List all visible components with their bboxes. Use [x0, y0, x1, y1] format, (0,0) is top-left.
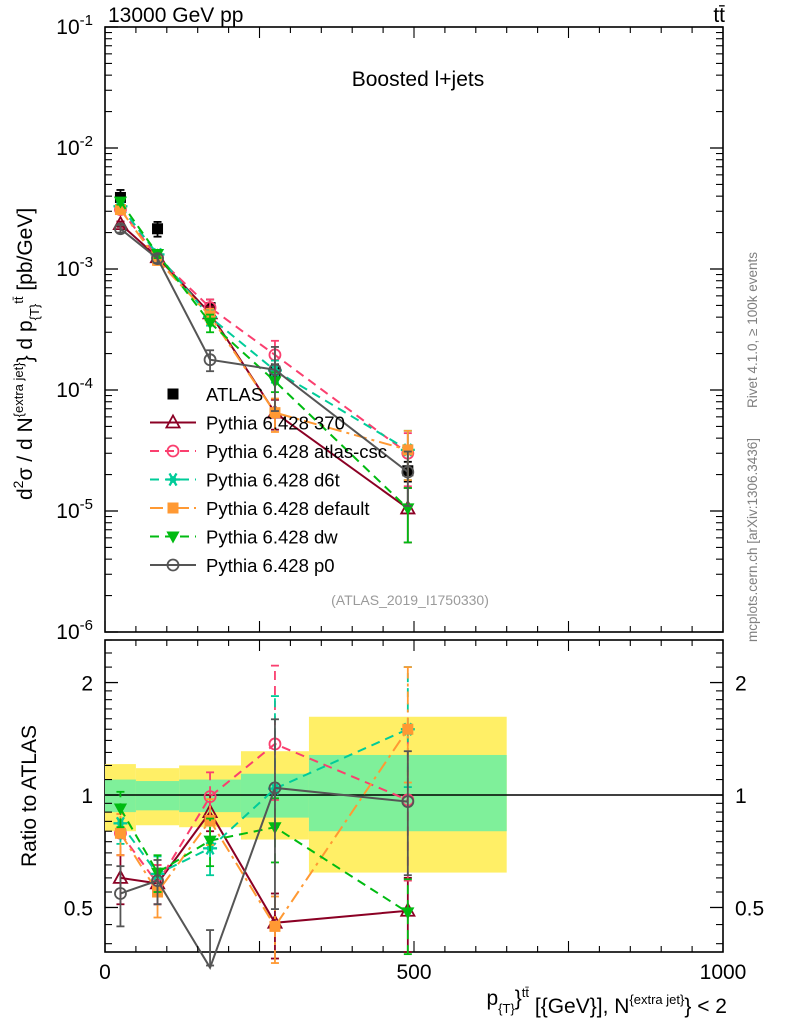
- main-title-group: Boosted l+jets (ATLAS_2019_I1750330): [331, 68, 489, 608]
- legend-label: Pythia 6.428 p0: [206, 555, 335, 576]
- legend-label: Pythia 6.428 370: [206, 413, 345, 434]
- y-tick-label: 10-5: [56, 496, 93, 523]
- main-y-axis-title: d2σ / d N{extra jet}} d p{T}tt̄ [pb/GeV]: [10, 208, 42, 500]
- legend-entry-pythia-6-428-dw[interactable]: Pythia 6.428 dw: [150, 527, 338, 548]
- marker-square: [114, 204, 126, 216]
- mcplots-credit-label: mcplots.cern.ch [arXiv:1306.3436]: [745, 438, 760, 642]
- marker-square: [402, 444, 414, 456]
- marker-triangle-down: [401, 907, 415, 920]
- y-axis-title-text: d2σ / d N{extra jet}} d p{T}tt̄ [pb/GeV]: [10, 208, 42, 500]
- side-annotations: Rivet 4.1.0, ≥ 100k events mcplots.cern.c…: [745, 252, 760, 642]
- beam-energy-label: 13000 GeV pp: [108, 4, 243, 27]
- ratio-y-tick-label-right: 0.5: [735, 897, 764, 920]
- main-panel-frame: [104, 26, 724, 633]
- main-y-axis: 10-1 10-2 10-3 10-4 10-5 10-6: [56, 12, 723, 644]
- marker-circle: [151, 252, 164, 265]
- series-pythia-6-428-dw: [113, 196, 415, 544]
- marker-circle: [203, 790, 217, 804]
- x-axis-title: p{T}}tt̄ [{GeV}], N{extra jet}} < 2: [486, 985, 727, 1018]
- ratio-y-tick-label-right: 1: [735, 785, 747, 808]
- legend-entry-pythia-6-428-default[interactable]: Pythia 6.428 default: [150, 498, 370, 519]
- marker-circle: [268, 781, 282, 795]
- ratio-y-axis: 2 2 1 1 0.5 0.5 Ratio to ATLAS: [18, 639, 764, 945]
- rivet-version-label: Rivet 4.1.0, ≥ 100k events: [745, 252, 760, 408]
- ratio-y-tick-label: 2: [81, 673, 93, 696]
- x-tick-label: 500: [396, 961, 431, 984]
- header-row: 13000 GeV pp tt̄: [108, 4, 725, 27]
- marker-square: [269, 407, 281, 419]
- ratio-y-tick-label-right: 2: [735, 673, 747, 696]
- legend-entry-atlas[interactable]: ATLAS: [167, 384, 264, 405]
- marker-circle: [151, 874, 164, 888]
- ratio-y-tick-label: 0.5: [64, 897, 93, 920]
- legend-label: Pythia 6.428 default: [206, 498, 370, 519]
- series-line: [119, 201, 409, 510]
- marker-circle: [401, 465, 415, 479]
- series-pythia-6-428-default: [114, 204, 414, 482]
- marker-circle: [114, 222, 127, 236]
- marker-square: [167, 502, 179, 514]
- legend-entry-pythia-6-428-d6t[interactable]: Pythia 6.428 d6t: [150, 470, 340, 491]
- main-x-ticks: [104, 27, 724, 632]
- x-tick-label: 1000: [700, 961, 747, 984]
- marker-circle: [114, 887, 127, 900]
- ratio-y-tick-label: 1: [81, 785, 93, 808]
- process-label: tt̄: [713, 4, 725, 27]
- x-tick-label: 0: [99, 961, 111, 984]
- marker-star-ray: [172, 472, 178, 481]
- series-pythia-6-428-370: [112, 215, 416, 544]
- marker-square: [114, 827, 126, 839]
- marker-square: [152, 223, 164, 235]
- marker-circle: [268, 363, 282, 377]
- y-tick-label: 10-4: [56, 375, 93, 402]
- marker-triangle-down: [113, 803, 128, 816]
- legend-label: Pythia 6.428 atlas-csc: [206, 441, 387, 462]
- legend-label: ATLAS: [206, 384, 263, 405]
- legend-entry-pythia-6-428-370[interactable]: Pythia 6.428 370: [150, 413, 345, 434]
- y-tick-label: 10-2: [56, 133, 93, 160]
- legend-entry-pythia-6-428-p0[interactable]: Pythia 6.428 p0: [150, 555, 335, 576]
- marker-triangle-down: [203, 317, 217, 330]
- y-tick-label: 10-1: [56, 12, 93, 39]
- series-pythia-6-428-d6t: [113, 199, 415, 482]
- marker-square: [402, 723, 414, 735]
- marker-triangle-down: [113, 196, 128, 209]
- plot-subtitle: Boosted l+jets: [352, 68, 485, 91]
- legend-label: Pythia 6.428 dw: [206, 527, 338, 548]
- marker-triangle-up: [164, 413, 182, 429]
- ratio-series-line: [120, 786, 408, 970]
- main-data-series: [112, 189, 416, 544]
- ratio-series-pythia-6-428-p0: [114, 718, 415, 970]
- ratio-data-series: [112, 664, 416, 970]
- y-tick-label: 10-6: [56, 617, 93, 644]
- analysis-watermark: (ATLAS_2019_I1750330): [331, 592, 489, 608]
- marker-triangle-down: [166, 531, 180, 544]
- series-pythia-6-428-p0: [114, 222, 415, 507]
- legend-entry-pythia-6-428-atlas-csc[interactable]: Pythia 6.428 atlas-csc: [150, 441, 387, 462]
- marker-circle: [166, 558, 180, 572]
- marker-circle: [166, 444, 180, 458]
- marker-square: [269, 920, 281, 932]
- marker-triangle-down: [203, 835, 217, 848]
- marker-square: [167, 388, 179, 400]
- series-atlas: [114, 189, 414, 483]
- y-tick-label: 10-3: [56, 254, 93, 281]
- marker-circle: [401, 795, 415, 809]
- legend: ATLAS Pythia 6.428 370 Pythia 6.428 atlas-…: [150, 384, 387, 576]
- marker-circle: [203, 353, 217, 367]
- ratio-y-axis-title: Ratio to ATLAS: [18, 725, 41, 867]
- legend-label: Pythia 6.428 d6t: [206, 470, 340, 491]
